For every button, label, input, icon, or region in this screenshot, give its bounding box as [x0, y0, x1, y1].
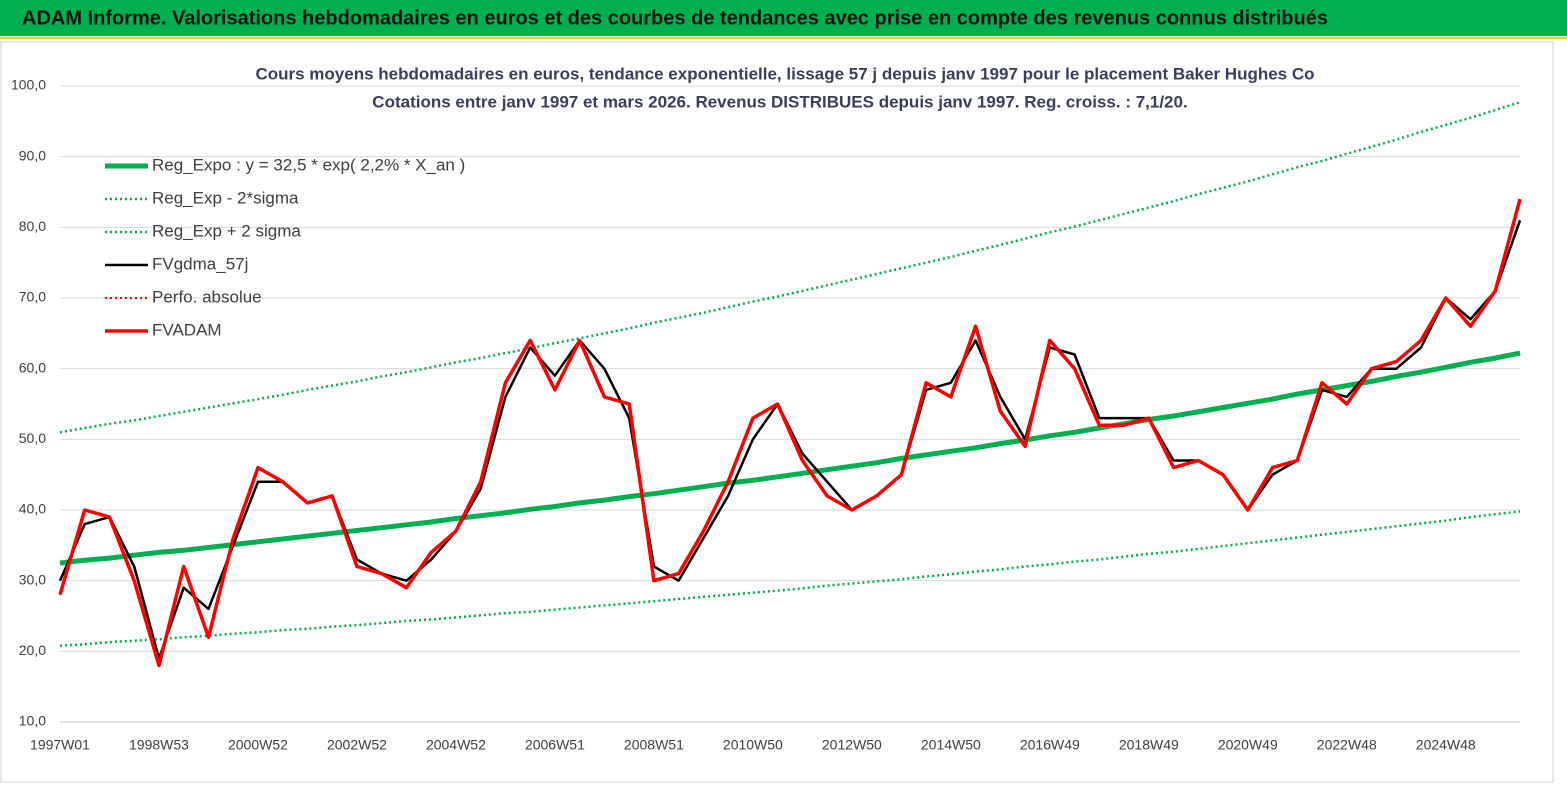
x-tick-label: 2012W50 — [822, 737, 882, 753]
y-tick-label: 80,0 — [19, 218, 46, 234]
x-tick-label: 2022W48 — [1317, 737, 1377, 753]
x-tick-label: 2004W52 — [426, 737, 486, 753]
x-tick-label: 1998W53 — [129, 737, 189, 753]
legend-label: FVADAM — [152, 320, 222, 339]
x-tick-label: 2002W52 — [327, 737, 387, 753]
chart-subtitle: Cotations entre janv 1997 et mars 2026. … — [372, 92, 1187, 111]
y-tick-label: 90,0 — [19, 147, 46, 163]
legend-label: Perfo. absolue — [152, 287, 262, 306]
series-line — [59, 510, 1521, 647]
x-tick-label: 2000W52 — [228, 737, 288, 753]
series-line — [59, 101, 1521, 434]
x-tick-label: 2014W50 — [921, 737, 981, 753]
chart-frame — [0, 41, 1554, 783]
series-line — [58, 198, 1522, 668]
y-tick-label: 20,0 — [19, 642, 46, 658]
x-tick-label: 2006W51 — [525, 737, 585, 753]
legend-label: FVgdma_57j — [152, 254, 248, 273]
x-tick-label: 2016W49 — [1020, 737, 1080, 753]
x-tick-label: 2018W49 — [1119, 737, 1179, 753]
y-tick-label: 50,0 — [19, 430, 46, 446]
header-bar — [0, 0, 1567, 36]
header-title: ADAM Informe. Valorisations hebdomadaire… — [22, 7, 1328, 29]
x-tick-label: 1997W01 — [30, 737, 90, 753]
series-line — [59, 350, 1521, 566]
y-tick-label: 10,0 — [19, 713, 46, 729]
y-tick-label: 40,0 — [19, 501, 46, 517]
legend-label: Reg_Expo : y = 32,5 * exp( 2,2% * X_an ) — [152, 155, 465, 174]
x-tick-label: 2024W48 — [1416, 737, 1476, 753]
y-tick-label: 30,0 — [19, 571, 46, 587]
y-tick-label: 70,0 — [19, 289, 46, 305]
x-tick-label: 2010W50 — [723, 737, 783, 753]
x-tick-label: 2020W49 — [1218, 737, 1278, 753]
y-tick-label: 60,0 — [19, 359, 46, 375]
legend-label: Reg_Exp + 2 sigma — [152, 221, 301, 240]
legend-label: Reg_Exp - 2*sigma — [152, 188, 299, 207]
chart-title: Cours moyens hebdomadaires en euros, ten… — [255, 64, 1314, 83]
y-tick-label: 100,0 — [11, 77, 46, 93]
x-tick-label: 2008W51 — [624, 737, 684, 753]
